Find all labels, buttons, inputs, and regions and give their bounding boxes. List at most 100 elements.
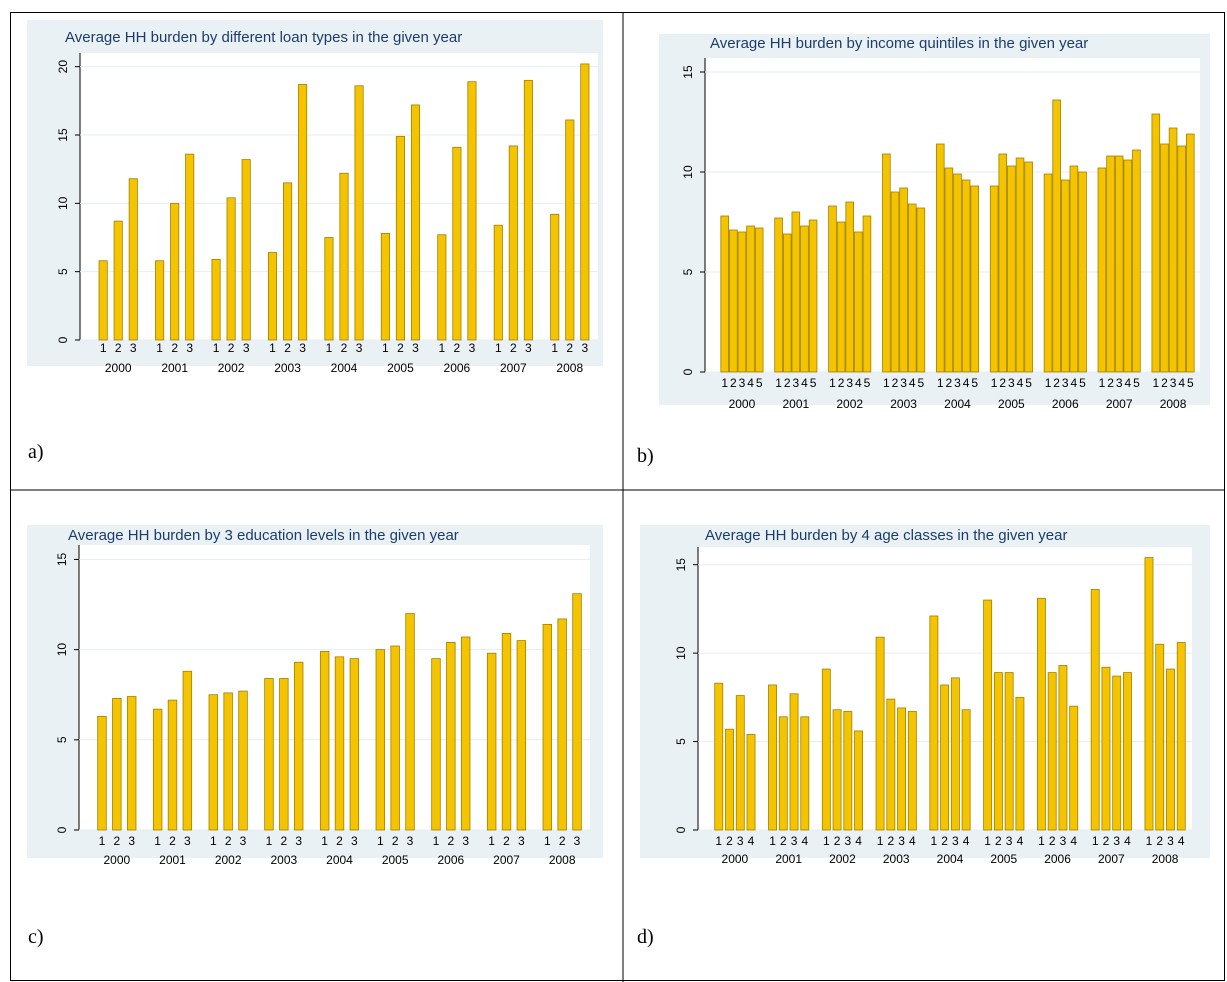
x-tick-label: 1	[321, 834, 328, 848]
bar	[1060, 179, 1070, 373]
bar	[1101, 666, 1111, 831]
x-tick-label: 1	[823, 834, 830, 848]
bar	[152, 708, 163, 831]
bar	[349, 658, 360, 831]
x-tick-label: 1	[495, 341, 502, 355]
bar	[916, 207, 926, 373]
bar	[854, 231, 863, 373]
x-tick-label: 3	[356, 341, 363, 355]
bar	[283, 182, 293, 341]
x-tick-label: 1	[1099, 376, 1106, 390]
x-tick-label: 2	[228, 341, 235, 355]
x-tick-label: 1	[829, 376, 836, 390]
y-tick-label: 0	[55, 826, 69, 833]
x-tick-label: 2	[113, 834, 120, 848]
bar	[1090, 589, 1100, 831]
bar	[907, 711, 917, 831]
x-tick-label: 2	[730, 376, 737, 390]
bar	[1186, 133, 1195, 373]
x-tick-label: 1	[100, 341, 107, 355]
bar	[789, 693, 799, 831]
x-tick-label: 1	[984, 834, 991, 848]
bar	[970, 185, 980, 373]
x-group-label: 2005	[387, 361, 414, 375]
x-group-label: 2008	[1160, 397, 1187, 411]
x-tick-label: 3	[581, 341, 588, 355]
x-tick-label: 1	[1152, 376, 1159, 390]
x-tick-label: 1	[937, 376, 944, 390]
x-group-label: 2000	[722, 852, 749, 866]
bar	[1168, 127, 1178, 373]
bar	[293, 661, 304, 831]
x-tick-label: 1	[1092, 834, 1099, 848]
x-tick-label: 1	[154, 834, 161, 848]
y-tick-label: 15	[55, 552, 69, 566]
bar	[354, 85, 364, 341]
x-tick-label: 4	[748, 834, 755, 848]
x-tick-label: 1	[991, 376, 998, 390]
x-group-label: 2001	[159, 853, 186, 867]
bar	[1123, 159, 1133, 373]
y-tick-label: 0	[674, 826, 688, 833]
x-group-label: 2002	[218, 361, 245, 375]
x-tick-label: 1	[438, 341, 445, 355]
x-group-label: 2004	[326, 853, 353, 867]
x-tick-label: 2	[726, 834, 733, 848]
bar	[800, 716, 810, 831]
x-tick-label: 1	[433, 834, 440, 848]
x-tick-label: 2	[503, 834, 510, 848]
x-tick-label: 3	[1116, 376, 1123, 390]
bar	[493, 224, 503, 341]
x-group-label: 2000	[103, 853, 130, 867]
x-tick-label: 2	[169, 834, 176, 848]
x-tick-label: 5	[756, 376, 763, 390]
x-group-label: 2003	[270, 853, 297, 867]
x-tick-label: 3	[412, 341, 419, 355]
x-group-label: 2006	[444, 361, 471, 375]
bar	[1004, 672, 1014, 831]
x-tick-label: 2	[392, 834, 399, 848]
x-tick-label: 1	[775, 376, 782, 390]
bar	[516, 640, 527, 831]
x-group-label: 2000	[105, 361, 132, 375]
x-tick-label: 2	[1049, 834, 1056, 848]
bar	[128, 178, 138, 341]
bar	[1036, 597, 1046, 831]
x-tick-label: 1	[210, 834, 217, 848]
x-tick-label: 3	[1008, 376, 1015, 390]
bar	[778, 716, 788, 831]
x-tick-label: 4	[1017, 376, 1024, 390]
bar	[950, 677, 960, 831]
x-tick-label: 3	[900, 376, 907, 390]
x-tick-label: 1	[715, 834, 722, 848]
x-tick-label: 2	[941, 834, 948, 848]
bar	[1132, 149, 1141, 373]
x-tick-label: 1	[488, 834, 495, 848]
bar	[791, 211, 801, 373]
x-tick-label: 4	[1124, 376, 1131, 390]
bar	[155, 260, 165, 341]
x-tick-label: 2	[115, 341, 122, 355]
x-tick-label: 3	[739, 376, 746, 390]
x-tick-label: 3	[469, 341, 476, 355]
bar	[1069, 165, 1079, 373]
y-tick-label: 0	[56, 336, 70, 343]
bar	[940, 684, 950, 831]
bar	[339, 172, 349, 341]
bar	[886, 698, 896, 831]
x-group-label: 2007	[493, 853, 520, 867]
bar	[983, 599, 993, 831]
bar	[862, 215, 872, 373]
x-group-label: 2003	[883, 852, 910, 866]
chart-title: Average HH burden by 4 age classes in th…	[705, 527, 1067, 544]
x-tick-label: 3	[299, 341, 306, 355]
x-tick-label: 2	[999, 376, 1006, 390]
bar	[836, 221, 846, 373]
x-tick-label: 5	[971, 376, 978, 390]
x-tick-label: 3	[295, 834, 302, 848]
bar	[380, 232, 390, 341]
bar	[279, 678, 289, 831]
x-tick-label: 1	[551, 341, 558, 355]
x-group-label: 2001	[775, 852, 802, 866]
